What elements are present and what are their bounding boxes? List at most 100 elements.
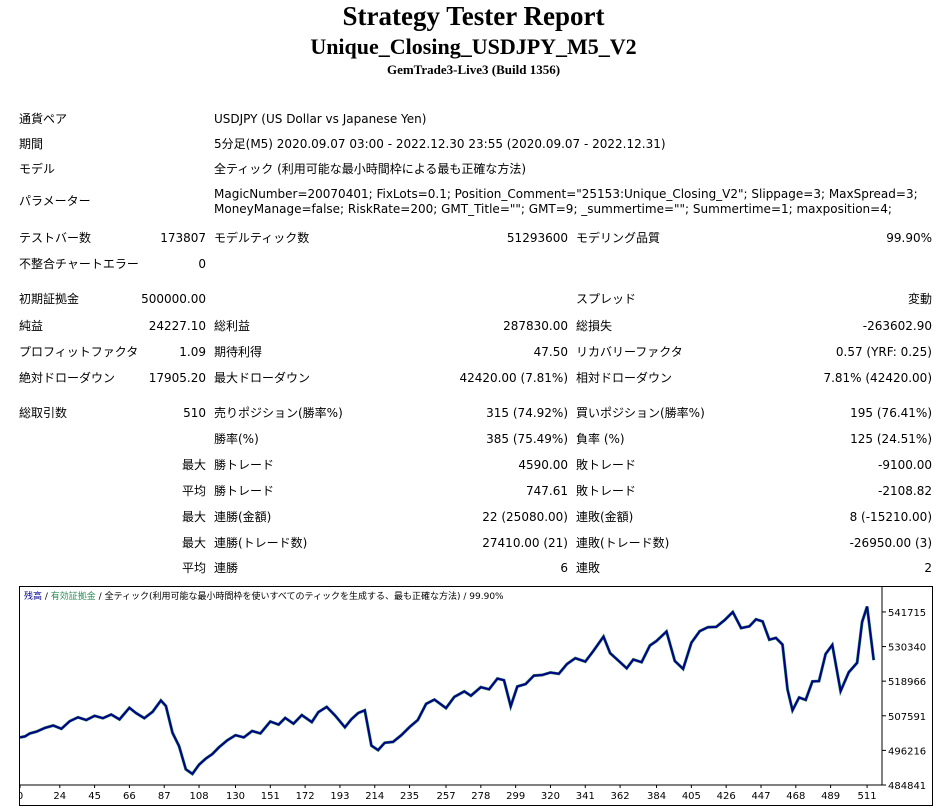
svg-text:残高 / 有効証拠金 / 全ティック(利用可能な最小時間枠を: 残高 / 有効証拠金 / 全ティック(利用可能な最小時間枠を使いすべてのティック… <box>24 590 504 602</box>
x-tick-label: 447 <box>751 791 770 802</box>
avg-loss-value: -2108.82 <box>878 484 932 498</box>
avg-consec-label: 平均 <box>181 561 206 575</box>
loss-rate-value: 125 (24.51%) <box>850 432 932 446</box>
max-consec-label: 最大 <box>181 510 206 524</box>
avg-consec-loss-label: 連敗 <box>576 561 601 575</box>
params-line-2: MoneyManage=false; RiskRate=200; GMT_Tit… <box>214 202 892 216</box>
x-tick-label: 151 <box>261 791 280 802</box>
loss-rate-label: 負率 (%) <box>576 432 625 446</box>
abs-drawdown-label: 絶対ドローダウン <box>19 371 116 385</box>
quality-value: 99.90% <box>886 231 932 245</box>
gross-profit-label: 総利益 <box>214 319 251 333</box>
avg-consec-win-value: 6 <box>560 561 568 575</box>
ticks-value: 51293600 <box>506 231 568 245</box>
average-label: 平均 <box>181 484 206 498</box>
max-consec-loss-label: 連敗(金額) <box>576 510 634 524</box>
y-tick-label: 496216 <box>888 746 926 757</box>
pair-value: USDJPY (US Dollar vs Japanese Yen) <box>214 112 427 126</box>
mismatch-label: 不整合チャートエラー <box>19 257 139 271</box>
model-label: モデル <box>19 162 56 176</box>
x-tick-label: 108 <box>189 791 208 802</box>
y-tick-label: 507591 <box>888 712 926 723</box>
period-label: 期間 <box>19 137 44 151</box>
y-tick-label: 530340 <box>888 643 926 654</box>
max-consec-profit-label: 連勝(トレード数) <box>214 536 308 550</box>
bars-value: 173807 <box>160 231 206 245</box>
long-positions-label: 買いポジション(勝率%) <box>576 406 705 420</box>
max-consec-lossamt-value: -26950.00 (3) <box>849 536 932 550</box>
largest-win-label: 勝トレード <box>214 458 275 472</box>
x-tick-label: 66 <box>123 791 136 802</box>
largest-win-value: 4590.00 <box>518 458 568 472</box>
recovery-factor-value: 0.57 (YRF: 0.25) <box>835 345 932 359</box>
total-trades-value: 510 <box>183 406 206 420</box>
report-subtitle: Unique_Closing_USDJPY_M5_V2 <box>310 34 637 59</box>
x-tick-label: 511 <box>858 791 877 802</box>
period-value: 5分足(M5) 2020.09.07 03:00 - 2022.12.30 23… <box>214 137 666 151</box>
x-tick-label: 426 <box>717 791 736 802</box>
largest-loss-label: 敗トレード <box>576 458 637 472</box>
deposit-label: 初期証拠金 <box>19 292 80 306</box>
x-tick-label: 214 <box>365 791 384 802</box>
pair-label: 通貨ペア <box>19 112 68 126</box>
balance-line <box>20 606 875 776</box>
model-value: 全ティック (利用可能な最小時間枠による最も正確な方法) <box>214 162 527 176</box>
x-tick-label: 130 <box>226 791 245 802</box>
deposit-value: 500000.00 <box>141 292 206 306</box>
avg-loss-label: 敗トレード <box>576 484 637 498</box>
x-tick-label: 193 <box>330 791 349 802</box>
legend-sep-1: / <box>42 592 51 602</box>
gross-loss-value: -263602.90 <box>862 319 932 333</box>
legend-model: 全ティック(利用可能な最小時間枠を使いすべてのティックを生成する、最も正確な方法… <box>105 590 461 602</box>
ticks-label: モデルティック数 <box>214 231 310 245</box>
y-tick-label: 484841 <box>888 781 926 792</box>
x-tick-label: 320 <box>541 791 560 802</box>
max-consec-2-label: 最大 <box>181 536 206 550</box>
spread-value: 変動 <box>907 292 932 306</box>
long-positions-value: 195 (76.41%) <box>850 406 932 420</box>
legend-balance: 残高 <box>24 590 42 602</box>
y-tick-label: 518966 <box>888 677 926 688</box>
params-label: パラメーター <box>19 194 91 208</box>
total-trades-label: 総取引数 <box>19 406 68 420</box>
gross-loss-label: 総損失 <box>576 319 613 333</box>
abs-drawdown-value: 17905.20 <box>148 371 206 385</box>
x-tick-label: 45 <box>88 791 101 802</box>
largest-loss-value: -9100.00 <box>878 458 932 472</box>
max-consec-loss-value: 8 (-15210.00) <box>849 510 932 524</box>
largest-label: 最大 <box>181 458 206 472</box>
max-consec-lossamt-label: 連敗(トレード数) <box>576 536 670 550</box>
params-line-1: MagicNumber=20070401; FixLots=0.1; Posit… <box>214 187 918 201</box>
max-consec-profit-value: 27410.00 (21) <box>482 536 568 550</box>
profit-factor-label: プロフィットファクタ <box>19 345 139 359</box>
avg-consec-loss-value: 2 <box>924 561 932 575</box>
mismatch-value: 0 <box>198 257 206 271</box>
short-positions-label: 売りポジション(勝率%) <box>214 406 343 420</box>
balance-chart: 残高 / 有効証拠金 / 全ティック(利用可能な最小時間枠を使いすべてのティック… <box>19 586 933 806</box>
x-tick-label: 405 <box>682 791 701 802</box>
x-tick-label: 468 <box>786 791 805 802</box>
report-title: Strategy Tester Report <box>342 1 605 31</box>
x-tick-label: 235 <box>400 791 419 802</box>
short-positions-value: 315 (74.92%) <box>486 406 568 420</box>
legend-sep-3: / <box>461 592 470 602</box>
balance-chart-svg: 残高 / 有効証拠金 / 全ティック(利用可能な最小時間枠を使いすべてのティック… <box>20 587 926 802</box>
quality-label: モデリング品質 <box>576 231 661 245</box>
win-rate-label: 勝率(%) <box>214 432 259 446</box>
x-tick-label: 299 <box>506 791 525 802</box>
x-tick-label: 384 <box>647 791 666 802</box>
rel-drawdown-label: 相対ドローダウン <box>576 371 673 385</box>
avg-win-value: 747.61 <box>526 484 568 498</box>
x-tick-label: 24 <box>53 791 66 802</box>
x-tick-label: 341 <box>576 791 595 802</box>
equity-line <box>20 606 876 776</box>
net-label: 純益 <box>19 319 44 333</box>
max-drawdown-label: 最大ドローダウン <box>214 371 311 385</box>
spread-label: スプレッド <box>576 292 637 306</box>
win-rate-value: 385 (75.49%) <box>486 432 568 446</box>
x-tick-label: 87 <box>158 791 171 802</box>
x-tick-label: 257 <box>436 791 455 802</box>
max-consec-win-value: 22 (25080.00) <box>482 510 568 524</box>
report-build: GemTrade3-Live3 (Build 1356) <box>386 62 561 77</box>
legend-quality: 99.90% <box>469 592 504 602</box>
